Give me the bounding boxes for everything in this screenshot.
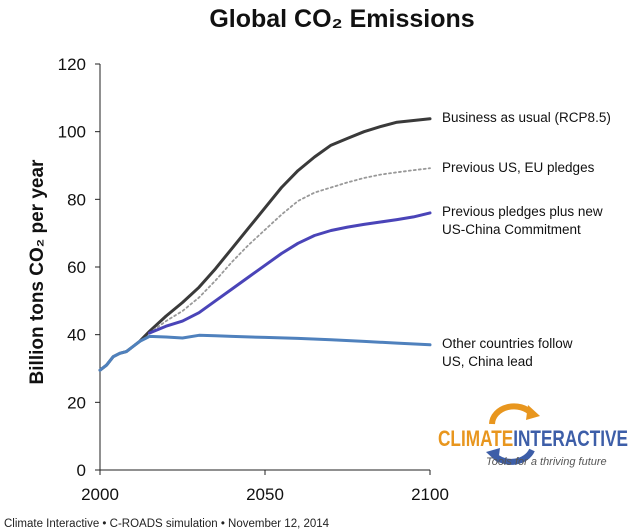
climate-interactive-logo: CLIMATEINTERACTIVE Tools for a thriving … [438,403,628,468]
series-label-line: Previous pledges plus new [442,204,603,219]
y-axis-ticks: 0 20 40 60 80 100 120 [58,55,100,480]
series-label-2: Previous pledges plus new US-China Commit… [442,204,603,237]
x-tick-label: 2000 [81,485,119,504]
series-label-line: US, China lead [442,354,533,369]
x-tick-label: 2050 [246,485,284,504]
series-label-1: Previous US, EU pledges [442,160,595,175]
y-tick-label: 20 [67,393,86,412]
logo-wordmark-part2: INTERACTIVE [513,426,628,451]
series-label-line: US-China Commitment [442,222,581,237]
x-axis-ticks: 2000 2050 2100 [81,470,449,504]
logo-blue-arrowhead-icon [486,448,500,463]
y-tick-label: 120 [58,55,86,74]
series-label-line: Previous US, EU pledges [442,160,595,175]
x-tick-label: 2100 [411,485,449,504]
y-axis-label: Billion tons CO₂ per year [27,159,48,384]
series-labels: Business as usual (RCP8.5) Previous US, E… [442,110,611,369]
series-line-1 [148,167,431,334]
y-tick-label: 100 [58,123,86,142]
footer-credit: Climate Interactive • C-ROADS simulation… [4,518,330,530]
y-tick-label: 80 [67,190,86,209]
logo-wordmark-part1: CLIMATE [438,426,513,451]
y-tick-label: 60 [67,258,86,277]
series-label-0: Business as usual (RCP8.5) [442,110,611,125]
y-tick-label: 40 [67,326,86,345]
series-line-2 [148,211,432,335]
logo-wordmark: CLIMATEINTERACTIVE [438,426,628,451]
y-tick-label: 0 [77,461,86,480]
series-label-line: Business as usual (RCP8.5) [442,110,611,125]
series-line-3 [98,333,432,372]
chart-title: Global CO₂ Emissions [209,5,474,33]
series-label-line: Other countries follow [442,336,573,351]
logo-tagline: Tools for a thriving future [486,456,607,468]
logo-orange-arrow-icon [489,403,535,425]
logo-orange-arrowhead-icon [526,405,540,420]
series-lines [98,117,432,372]
series-label-3: Other countries follow US, China lead [442,336,573,369]
